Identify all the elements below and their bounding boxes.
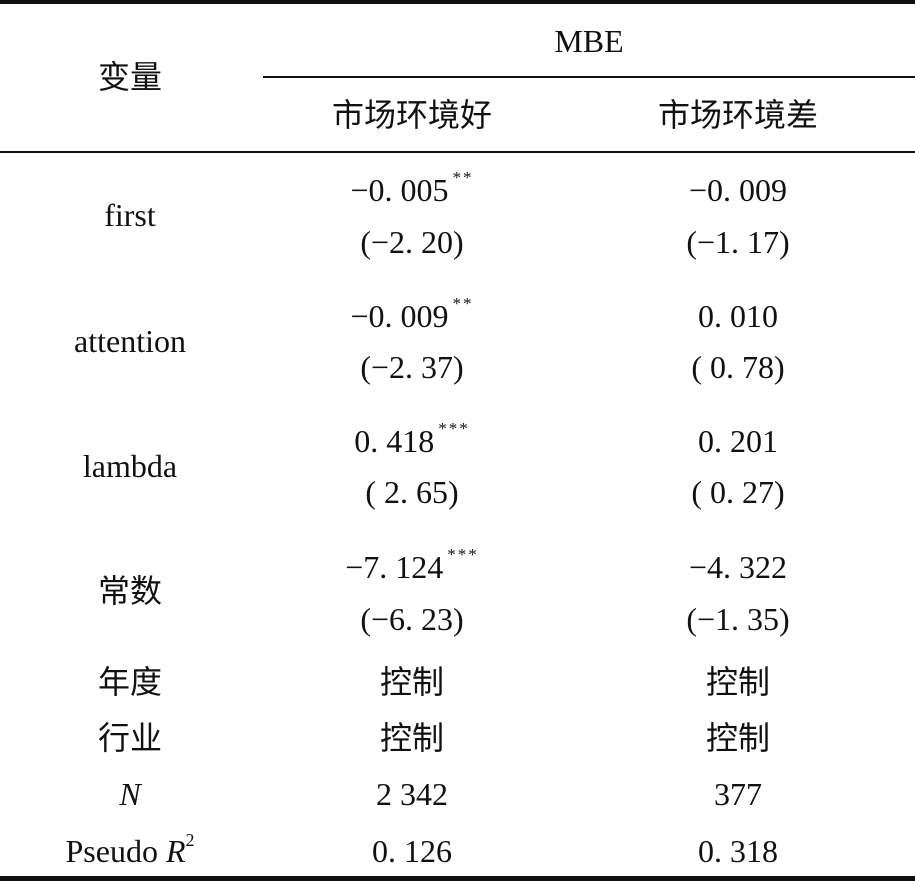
control-cell: 控制 bbox=[705, 719, 771, 757]
top-rule bbox=[0, 0, 915, 4]
row-label-first: first bbox=[104, 197, 156, 233]
coef-cell: 0. 418 *** bbox=[354, 419, 470, 459]
row-label-n: N bbox=[119, 776, 141, 812]
n-cell: 2 342 bbox=[376, 776, 448, 812]
row-label-attention: attention bbox=[74, 323, 186, 359]
r2-cell: 0. 126 bbox=[372, 833, 452, 869]
row-label-industry: 行业 bbox=[97, 719, 163, 757]
control-cell: 控制 bbox=[705, 663, 771, 701]
t-stat-cell: ( 0. 78) bbox=[691, 349, 785, 385]
column-header-poor: 市场环境差 bbox=[657, 96, 819, 134]
n-cell: 377 bbox=[714, 776, 762, 812]
column-header-good: 市场环境好 bbox=[331, 96, 493, 134]
coef-cell: 0. 010 bbox=[698, 298, 778, 334]
t-stat-cell: (−2. 20) bbox=[360, 224, 464, 260]
t-stat-cell: (−2. 37) bbox=[360, 349, 464, 385]
header-rule bbox=[0, 151, 915, 153]
t-stat-cell: (−6. 23) bbox=[360, 601, 464, 637]
coef-cell: 0. 201 bbox=[698, 423, 778, 459]
r2-cell: 0. 318 bbox=[698, 833, 778, 869]
t-stat-cell: ( 0. 27) bbox=[691, 474, 785, 510]
row-label-year: 年度 bbox=[97, 663, 163, 701]
row-label-pseudo-r2: Pseudo R2 bbox=[65, 830, 195, 869]
control-cell: 控制 bbox=[379, 719, 445, 757]
coef-cell: −4. 322 bbox=[688, 549, 788, 585]
coef-cell: −0. 009 bbox=[688, 172, 788, 208]
group-header-mbe: MBE bbox=[554, 23, 624, 59]
t-stat-cell: (−1. 35) bbox=[686, 601, 790, 637]
coef-cell: −7. 124 *** bbox=[345, 545, 479, 585]
control-cell: 控制 bbox=[379, 663, 445, 701]
t-stat-cell: (−1. 17) bbox=[686, 224, 790, 260]
bottom-rule bbox=[0, 876, 915, 881]
row-label-constant: 常数 bbox=[97, 572, 163, 610]
t-stat-cell: ( 2. 65) bbox=[365, 474, 459, 510]
coef-cell: −0. 009 ** bbox=[350, 294, 474, 334]
group-rule bbox=[263, 76, 915, 78]
coef-cell: −0. 005 ** bbox=[350, 168, 474, 208]
variable-header: 变量 bbox=[97, 58, 163, 96]
row-label-lambda: lambda bbox=[82, 448, 178, 484]
